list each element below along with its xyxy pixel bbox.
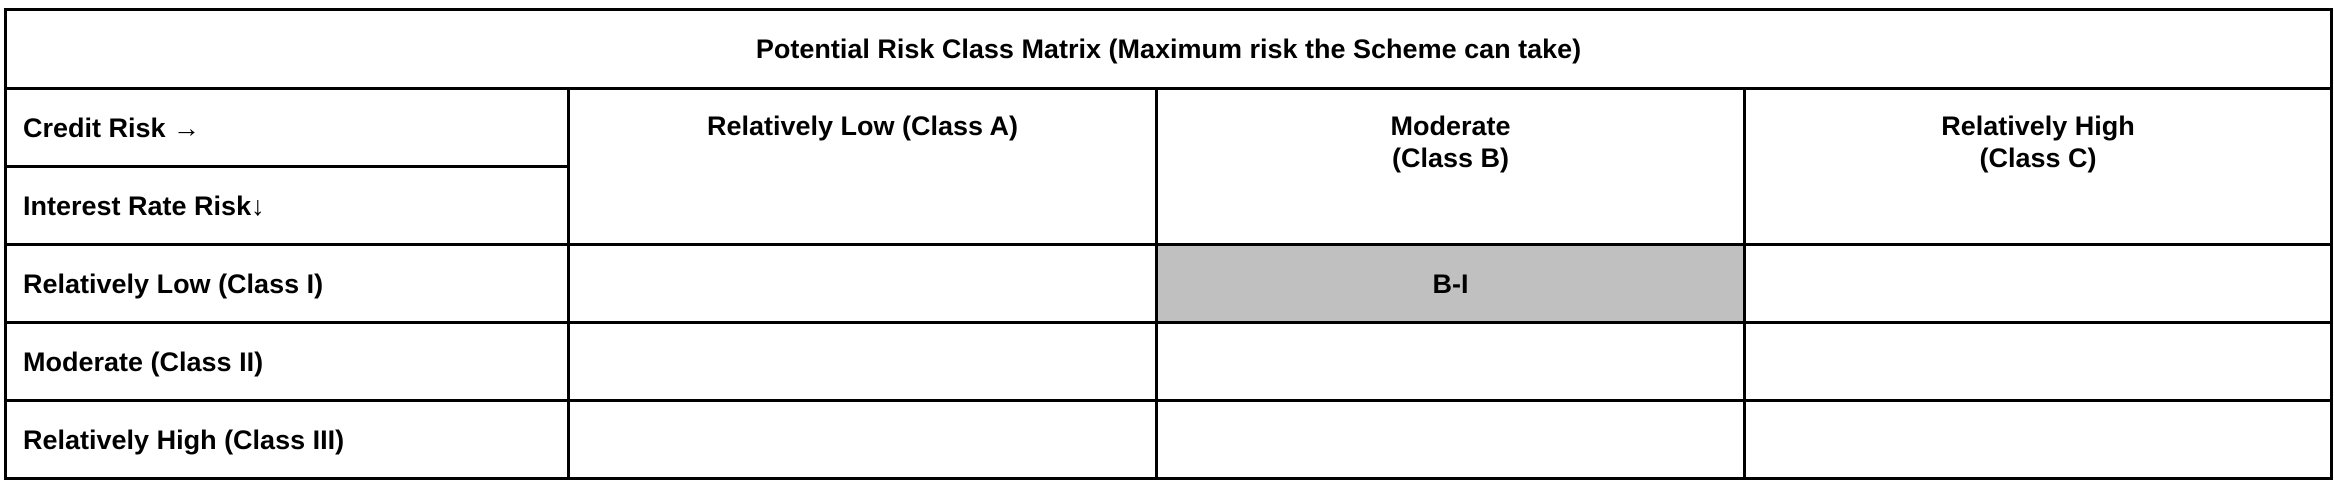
potential-risk-class-matrix: Potential Risk Class Matrix (Maximum ris… — [4, 8, 2333, 480]
column-header-class-a: Relatively Low (Class A) — [567, 87, 1158, 246]
column-header-line: (Class C) — [1979, 143, 2097, 173]
cell-c-iii — [1743, 399, 2333, 480]
cell-a-ii — [567, 321, 1158, 402]
cell-a-i — [567, 243, 1158, 324]
cell-b-iii — [1155, 399, 1746, 480]
column-header-line: Relatively Low (Class A) — [706, 111, 1019, 141]
row-label: Relatively Low (Class I) — [4, 243, 570, 324]
cell-b-ii — [1155, 321, 1746, 402]
cell-a-iii — [567, 399, 1158, 480]
row-label: Relatively High (Class III) — [4, 399, 570, 480]
cell-c-ii — [1743, 321, 2333, 402]
table-row-class-i: Relatively Low (Class I) B-I — [4, 243, 2333, 324]
column-header-class-c: Relatively High (Class C) — [1743, 87, 2333, 246]
column-header-line: Moderate — [1390, 111, 1511, 141]
column-header-class-b: Moderate (Class B) — [1155, 87, 1746, 246]
matrix-title: Potential Risk Class Matrix (Maximum ris… — [4, 8, 2333, 90]
table-row-class-ii: Moderate (Class II) — [4, 321, 2333, 402]
interest-rate-risk-label: Interest Rate Risk↓ — [4, 165, 570, 246]
credit-risk-label: Credit Risk → — [4, 87, 570, 168]
row-label: Moderate (Class II) — [4, 321, 570, 402]
cell-c-i — [1743, 243, 2333, 324]
table-row-class-iii: Relatively High (Class III) — [4, 399, 2333, 480]
column-header-line: Relatively High — [1941, 111, 2135, 141]
cell-b-i-highlighted: B-I — [1155, 243, 1746, 324]
column-header-line: (Class B) — [1391, 143, 1510, 173]
